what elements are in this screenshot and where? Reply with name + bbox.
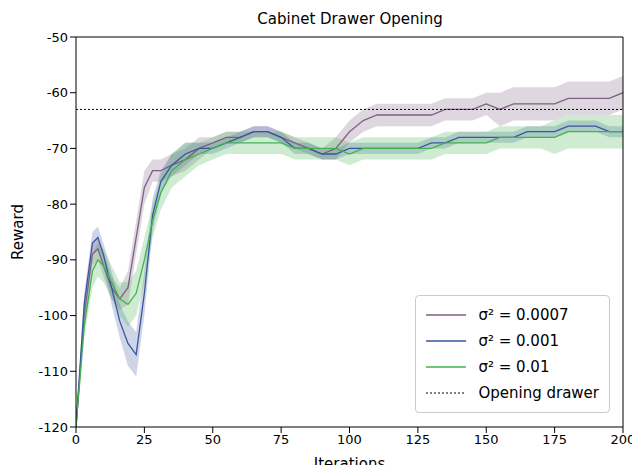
html-text:Opening drawer: Opening drawer [478, 384, 599, 402]
svg-text:Iterations: Iterations [314, 455, 386, 465]
svg-text:125: 125 [405, 432, 430, 447]
svg-text:100: 100 [337, 432, 362, 447]
svg-text:75: 75 [273, 432, 290, 447]
html-text:σ² = 0.01: σ² = 0.01 [478, 358, 550, 376]
svg-text:175: 175 [542, 432, 567, 447]
svg-text:-50: -50 [47, 30, 68, 45]
svg-text:25: 25 [136, 432, 153, 447]
svg-text:50: 50 [204, 432, 221, 447]
svg-text:Reward: Reward [9, 204, 27, 260]
svg-text:-90: -90 [47, 252, 68, 267]
svg-text:-80: -80 [47, 197, 68, 212]
svg-text:150: 150 [474, 432, 499, 447]
svg-text:200: 200 [611, 432, 632, 447]
html-text:σ² = 0.001: σ² = 0.001 [478, 332, 559, 350]
svg-text:-60: -60 [47, 85, 68, 100]
svg-text:-100: -100 [38, 308, 68, 323]
svg-text:0: 0 [72, 432, 80, 447]
html-text:Cabinet Drawer Opening: Cabinet Drawer Opening [257, 10, 443, 28]
svg-text:-70: -70 [47, 141, 68, 156]
svg-text:-110: -110 [38, 364, 68, 379]
html-text:σ² = 0.0007: σ² = 0.0007 [478, 306, 569, 324]
svg-text:-120: -120 [38, 420, 68, 435]
